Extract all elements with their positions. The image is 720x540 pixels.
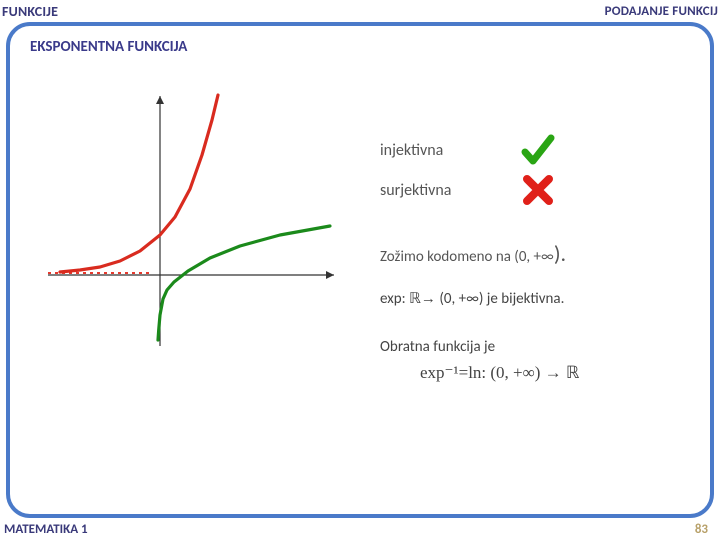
stmt2b: ℝ→ (409, 291, 436, 307)
stmt2c: (0, +∞) je bijektivna. (436, 290, 564, 308)
label-injective: injektivna (380, 141, 520, 160)
row-injective: injektivna (380, 130, 700, 170)
header-right: PODAJANJE FUNKCIJ (605, 4, 718, 19)
stmt2a: exp: (380, 290, 409, 308)
header-left: FUNKCIJE (2, 3, 58, 20)
statement-codomain: Zožimo kodomeno na (0, +∞). (380, 240, 700, 267)
footer-left: MATEMATIKA 1 (4, 522, 88, 537)
row-surjective: surjektivna (380, 170, 700, 210)
stmt1b: ). (554, 240, 566, 267)
properties-block: injektivna surjektivna Zožimo kodomeno n… (380, 130, 700, 383)
statement-inverse-label: Obratna funkcija je (380, 338, 700, 356)
footer-right: 83 (695, 522, 716, 537)
cross-icon (520, 172, 556, 208)
stmt4: exp⁻¹=ln: (0, +∞) → ℝ (420, 363, 579, 382)
label-surjective: surjektivna (380, 181, 520, 200)
section-title: EKSPONENTNA FUNKCIJA (30, 38, 187, 56)
exp-chart (40, 90, 340, 350)
statement-inverse: exp⁻¹=ln: (0, +∞) → ℝ (380, 362, 700, 383)
check-icon (520, 132, 556, 168)
statement-bijective: exp: ℝ→ (0, +∞) je bijektivna. (380, 289, 700, 308)
footer: MATEMATIKA 1 83 (0, 518, 720, 540)
stmt1a: Zožimo kodomeno na (0, +∞ (380, 248, 554, 266)
slide: FUNKCIJE PODAJANJE FUNKCIJ EKSPONENTNA F… (0, 0, 720, 540)
header: FUNKCIJE PODAJANJE FUNKCIJ (0, 0, 720, 22)
